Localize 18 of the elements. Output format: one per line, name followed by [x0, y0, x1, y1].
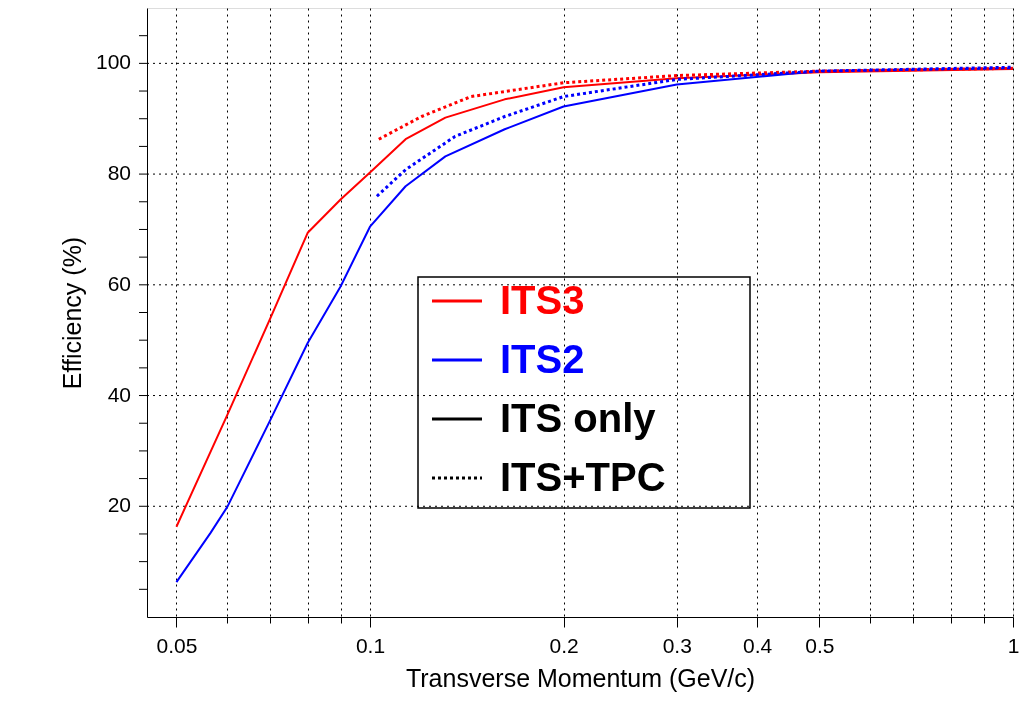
x-tick-label: 0.3 — [662, 633, 692, 657]
y-tick-label: 80 — [107, 161, 131, 185]
annotation: ITS only — [500, 396, 657, 440]
x-tick-label: 0.1 — [355, 633, 386, 657]
x-tick-label: 0.05 — [156, 633, 198, 657]
x-tick-label: 0.5 — [805, 633, 835, 657]
y-tick-label: 100 — [95, 50, 131, 74]
y-axis-title: Efficiency (%) — [57, 236, 86, 390]
x-tick-label: 0.4 — [743, 633, 773, 657]
annotation: ITS+TPC — [500, 455, 666, 499]
y-tick-label: 20 — [107, 493, 131, 517]
legend-label: ITS3 — [500, 278, 585, 322]
x-tick-label: 1 — [1007, 633, 1020, 657]
x-axis-title: Transverse Momentum (GeV/c) — [405, 663, 756, 692]
legend-label: ITS2 — [500, 337, 585, 381]
y-tick-label: 40 — [107, 382, 131, 406]
y-tick-label: 60 — [107, 271, 131, 295]
x-tick-label: 0.2 — [549, 633, 579, 657]
